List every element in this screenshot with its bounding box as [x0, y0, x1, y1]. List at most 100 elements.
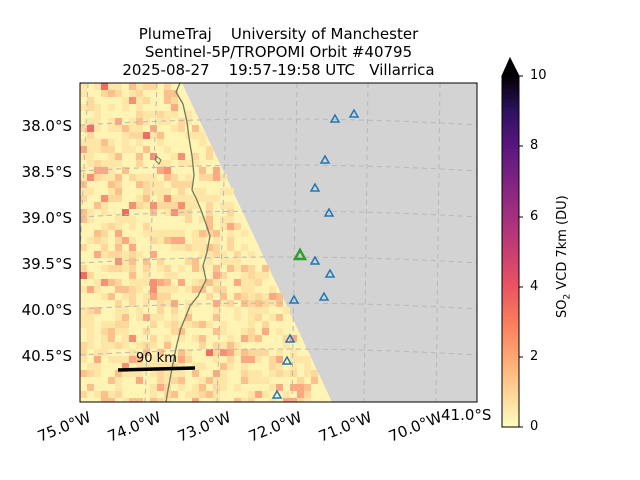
so2-pixel — [227, 209, 234, 216]
so2-pixel — [206, 195, 213, 202]
so2-pixel — [276, 314, 283, 321]
so2-pixel — [199, 132, 206, 139]
so2-pixel — [157, 314, 164, 321]
so2-pixel — [227, 258, 234, 265]
so2-pixel — [122, 237, 129, 244]
so2-pixel — [304, 398, 311, 402]
so2-pixel — [234, 279, 241, 286]
so2-pixel — [248, 377, 255, 384]
so2-pixel — [101, 195, 108, 202]
so2-pixel-layer — [80, 83, 318, 402]
so2-pixel — [108, 377, 115, 384]
so2-pixel — [101, 328, 108, 335]
so2-pixel — [87, 153, 94, 160]
so2-pixel — [171, 328, 178, 335]
so2-pixel — [157, 300, 164, 307]
so2-pixel — [87, 118, 94, 125]
so2-pixel — [178, 265, 185, 272]
so2-pixel — [206, 293, 213, 300]
so2-pixel — [213, 230, 220, 237]
so2-pixel — [164, 209, 171, 216]
so2-pixel — [129, 300, 136, 307]
so2-pixel — [143, 223, 150, 230]
so2-pixel — [297, 377, 304, 384]
so2-pixel — [206, 279, 213, 286]
so2-pixel — [94, 237, 101, 244]
so2-pixel — [143, 279, 150, 286]
so2-pixel — [108, 125, 115, 132]
so2-pixel — [199, 321, 206, 328]
so2-pixel — [164, 83, 171, 90]
so2-pixel — [115, 342, 122, 349]
so2-pixel — [241, 363, 248, 370]
colorbar-label: SO2 VCD 7km (DU) — [555, 195, 573, 318]
so2-pixel — [150, 321, 157, 328]
so2-pixel — [290, 349, 297, 356]
so2-pixel — [262, 321, 269, 328]
so2-pixel — [122, 125, 129, 132]
lat-label: 39.0°S — [21, 209, 72, 227]
so2-pixel — [269, 398, 276, 402]
so2-pixel — [241, 349, 248, 356]
so2-pixel — [122, 167, 129, 174]
so2-pixel — [199, 230, 206, 237]
so2-pixel — [157, 258, 164, 265]
so2-pixel — [164, 195, 171, 202]
so2-pixel — [143, 314, 150, 321]
so2-pixel — [115, 181, 122, 188]
so2-pixel — [213, 251, 220, 258]
so2-pixel — [220, 216, 227, 223]
so2-pixel — [227, 230, 234, 237]
so2-pixel — [143, 83, 150, 90]
so2-pixel — [213, 384, 220, 391]
so2-pixel — [122, 258, 129, 265]
so2-pixel — [122, 370, 129, 377]
so2-pixel — [213, 342, 220, 349]
so2-pixel — [199, 265, 206, 272]
so2-pixel — [150, 293, 157, 300]
so2-pixel — [129, 265, 136, 272]
so2-pixel — [220, 384, 227, 391]
volcano-marker — [309, 255, 321, 265]
volcano-marker — [284, 333, 296, 343]
so2-pixel — [178, 279, 185, 286]
so2-pixel — [108, 279, 115, 286]
so2-pixel — [150, 153, 157, 160]
so2-pixel — [255, 307, 262, 314]
so2-pixel — [178, 370, 185, 377]
so2-pixel — [143, 111, 150, 118]
so2-pixel — [185, 118, 192, 125]
so2-pixel — [108, 265, 115, 272]
so2-pixel — [80, 139, 87, 146]
so2-pixel — [101, 293, 108, 300]
so2-pixel — [108, 251, 115, 258]
so2-pixel — [94, 307, 101, 314]
so2-pixel — [157, 370, 164, 377]
so2-pixel — [87, 132, 94, 139]
so2-pixel — [108, 167, 115, 174]
so2-pixel — [136, 118, 143, 125]
so2-pixel — [164, 398, 171, 402]
so2-pixel — [164, 230, 171, 237]
so2-pixel — [220, 286, 227, 293]
so2-pixel — [115, 230, 122, 237]
volcano-marker — [288, 294, 300, 304]
scale-bar — [117, 366, 196, 372]
so2-pixel — [213, 356, 220, 363]
so2-pixel — [213, 195, 220, 202]
so2-pixel — [206, 349, 213, 356]
so2-pixel — [80, 195, 87, 202]
so2-pixel — [94, 363, 101, 370]
so2-pixel — [101, 230, 108, 237]
colorbar-tick-label: 2 — [530, 349, 539, 364]
so2-pixel — [115, 188, 122, 195]
so2-pixel — [129, 237, 136, 244]
so2-pixel — [101, 342, 108, 349]
so2-pixel — [115, 160, 122, 167]
so2-pixel — [115, 384, 122, 391]
so2-pixel — [199, 139, 206, 146]
so2-pixel — [101, 90, 108, 97]
so2-pixel — [171, 286, 178, 293]
so2-pixel — [136, 356, 143, 363]
so2-pixel — [115, 118, 122, 125]
